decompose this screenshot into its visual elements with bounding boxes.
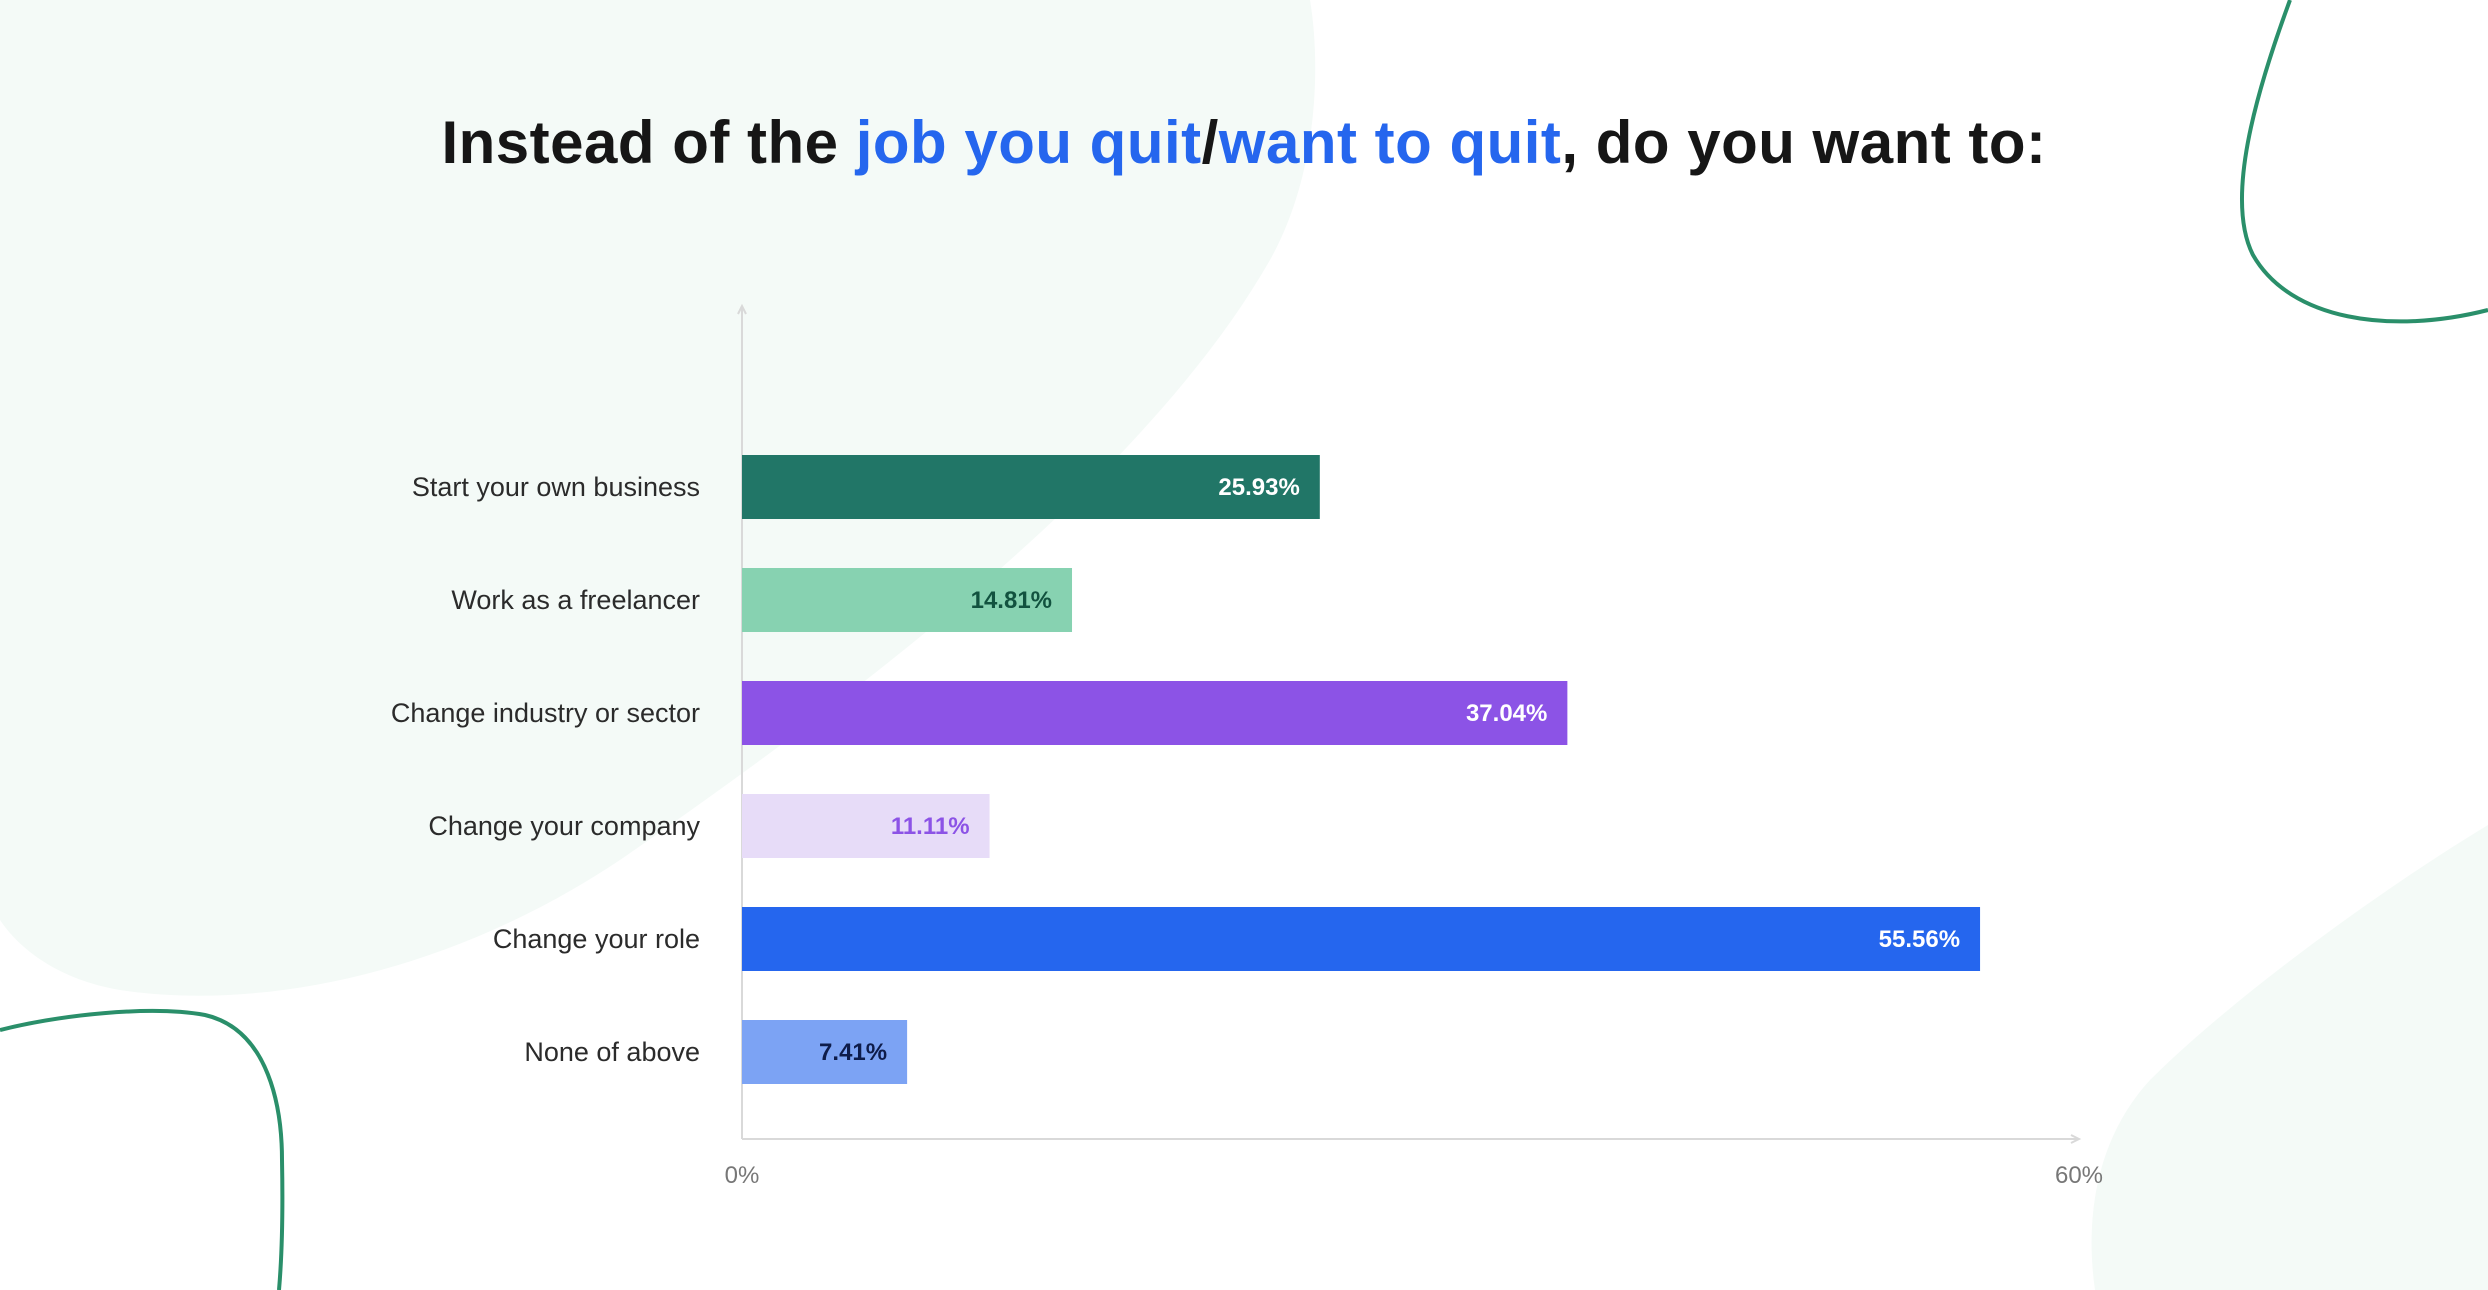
value-label-1: 25.93%	[1218, 474, 1299, 501]
bar-2	[742, 568, 1073, 632]
category-label-3: Change industry or sector	[391, 698, 700, 728]
chart-title: Instead of the job you quit/want to quit…	[0, 108, 2488, 177]
value-labels: 25.93% 14.81% 37.04% 11.11% 55.56% 7.41%	[819, 474, 1960, 1066]
value-label-6: 7.41%	[819, 1039, 887, 1066]
title-highlight-job-you-quit: job you quit	[855, 109, 1202, 176]
category-label-2: Work as a freelancer	[451, 585, 700, 615]
decor-curve-bottom-left	[0, 1008, 285, 1290]
x-axis-ticks: 0% 60%	[725, 1162, 2103, 1189]
value-label-4: 11.11%	[891, 813, 970, 840]
bar-6	[742, 1020, 908, 1084]
title-separator: /	[1201, 109, 1219, 176]
decor-blob-bottom-right	[2091, 825, 2488, 1290]
x-axis-arrow	[2070, 1134, 2082, 1144]
bar-5	[742, 907, 1981, 971]
bar-1	[742, 455, 1320, 519]
decor-blob-top-left	[0, 0, 1316, 996]
category-label-1: Start your own business	[412, 472, 700, 502]
title-part-2: , do you want to:	[1561, 109, 2047, 176]
y-axis-arrow	[737, 303, 747, 315]
title-highlight-want-to-quit: want to quit	[1218, 109, 1562, 176]
category-label-6: None of above	[524, 1037, 700, 1067]
x-tick-label-1: 0%	[725, 1162, 760, 1189]
bar-3	[742, 681, 1568, 745]
title-part-1: Instead of the	[441, 109, 856, 176]
decor-curve-top-right	[2239, 0, 2488, 324]
x-tick-label-2: 60%	[2055, 1162, 2103, 1189]
value-label-5: 55.56%	[1879, 926, 1960, 953]
bar-4	[742, 794, 990, 858]
category-labels: Start your own business Work as a freelan…	[391, 472, 701, 1067]
value-label-3: 37.04%	[1466, 700, 1547, 727]
category-label-5: Change your role	[493, 924, 700, 954]
chart-bars	[742, 455, 1981, 1084]
value-label-2: 14.81%	[971, 587, 1052, 614]
category-label-4: Change your company	[428, 811, 700, 841]
